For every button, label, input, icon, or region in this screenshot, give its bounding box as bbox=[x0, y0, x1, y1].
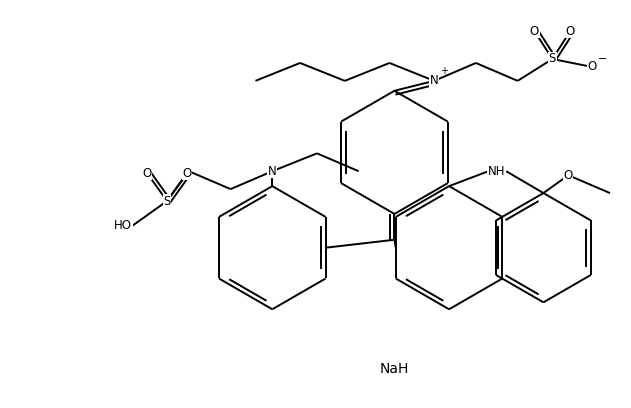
Text: N: N bbox=[268, 165, 276, 178]
Text: O: O bbox=[143, 167, 152, 180]
Text: HO: HO bbox=[114, 220, 133, 232]
Text: NaH: NaH bbox=[380, 362, 409, 376]
Text: −: − bbox=[598, 54, 607, 64]
Text: O: O bbox=[563, 169, 573, 182]
Text: S: S bbox=[549, 53, 556, 66]
Text: O: O bbox=[530, 25, 539, 38]
Text: N: N bbox=[430, 74, 439, 87]
Text: S: S bbox=[163, 195, 171, 208]
Text: +: + bbox=[440, 66, 448, 76]
Text: O: O bbox=[182, 167, 191, 180]
Text: NH: NH bbox=[488, 165, 505, 178]
Text: O: O bbox=[565, 25, 575, 38]
Text: O: O bbox=[587, 60, 597, 73]
